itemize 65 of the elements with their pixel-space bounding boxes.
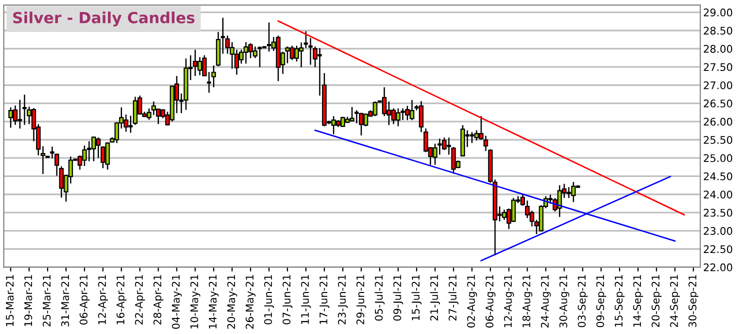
x-tick-label: 17-Jun-21 — [319, 275, 330, 324]
x-tick-label: 15-Sep-21 — [614, 275, 625, 327]
y-tick-label: 27.50 — [704, 63, 732, 72]
candlestick — [358, 112, 364, 136]
y-tick-label: 22.00 — [704, 263, 732, 272]
y-tick-label: 24.50 — [704, 172, 732, 180]
x-tick-label: 05-Jul-21 — [374, 275, 385, 321]
x-tick-label: 03-Sep-21 — [578, 275, 588, 328]
y-tick-label: 25.50 — [704, 136, 732, 144]
x-tick-label: 10-May-21 — [190, 275, 200, 328]
candlestick — [442, 136, 447, 151]
candlestick — [12, 104, 18, 126]
x-tick-label: 23-Jun-21 — [338, 275, 348, 324]
x-tick-label: 07-Jun-21 — [282, 275, 292, 324]
x-tick-label: 09-Sep-21 — [596, 275, 606, 328]
x-tick-label: 24-Sep-21 — [670, 275, 680, 328]
x-tick-label: 14-Sep-21 — [633, 275, 644, 327]
candlestick — [502, 209, 507, 220]
x-tick-label: 20-May-21 — [227, 275, 238, 329]
x-tick-label: 28-Apr-21 — [153, 275, 164, 325]
x-tick-label: 27-Jul-21 — [448, 275, 458, 321]
y-tick-label: 29.00 — [704, 8, 732, 16]
x-tick-label: 20-Sep-21 — [652, 275, 662, 328]
x-tick-label: 15-Jul-21 — [412, 275, 422, 320]
candlestick — [298, 42, 304, 68]
x-tick-label: 24-Aug-21 — [540, 275, 551, 328]
y-tick-label: 27.00 — [704, 81, 732, 90]
x-tick-label: 22-Apr-21 — [134, 275, 145, 325]
x-tick-label: 19-Mar-21 — [24, 275, 32, 326]
x-tick-label: 30-Aug-21 — [559, 275, 570, 328]
y-tick-label: 24.00 — [704, 190, 732, 198]
candlestick — [132, 96, 138, 126]
y-tick-label: 28.00 — [704, 44, 732, 53]
y-tick-label: 26.50 — [704, 100, 732, 108]
x-tick-label: 30-Sep-21 — [688, 275, 698, 328]
x-tick-label: 06-Apr-21 — [80, 275, 90, 325]
x-tick-label: 31-Mar-21 — [61, 275, 70, 326]
chart-title: Silver - Daily Candles — [13, 12, 194, 26]
x-tick-label: 04-May-21 — [172, 275, 182, 329]
candlestick — [571, 181, 576, 203]
y-tick-label: 26.00 — [704, 118, 732, 126]
x-tick-label: 06-Aug-21 — [486, 275, 496, 328]
x-tick-label: 15-Mar-21 — [6, 275, 14, 326]
x-tick-label: 16-Apr-21 — [116, 275, 126, 324]
x-tick-label: 11-Jun-21 — [301, 275, 311, 324]
candlestick — [211, 64, 216, 88]
y-tick-label: 23.50 — [704, 208, 732, 217]
x-tick-label: 25-Mar-21 — [42, 275, 51, 326]
x-tick-label: 09-Jul-21 — [393, 275, 404, 321]
x-tick-label: 18-Aug-21 — [522, 275, 532, 328]
y-tick-label: 28.50 — [704, 26, 732, 35]
x-tick-label: 12-Apr-21 — [98, 275, 108, 324]
candlestick — [256, 46, 263, 68]
x-tick-label: 12-Aug-21 — [504, 275, 514, 328]
x-tick-label: 14-May-21 — [208, 275, 219, 328]
x-tick-label: 29-Jun-21 — [356, 275, 366, 324]
x-tick-label: 02-Aug-21 — [467, 275, 477, 328]
x-tick-label: 26-May-21 — [246, 275, 256, 329]
y-tick-label: 25.00 — [704, 154, 732, 162]
x-tick-label: 21-Jul-21 — [430, 275, 440, 321]
y-tick-label: 23.00 — [704, 227, 732, 235]
candlestick — [91, 136, 96, 162]
candlestick — [234, 49, 240, 76]
x-tick-label: 01-Jun-21 — [264, 275, 274, 324]
y-tick-label: 22.50 — [704, 245, 732, 254]
